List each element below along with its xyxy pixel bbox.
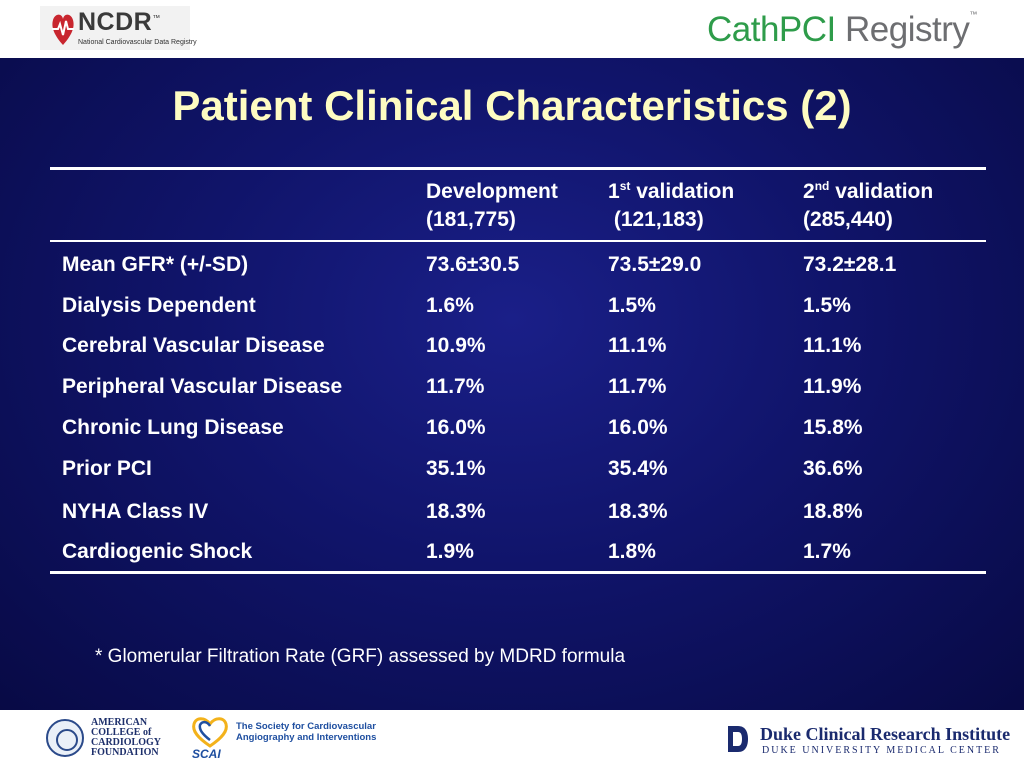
row-label: Cardiogenic Shock (62, 540, 253, 563)
col-header-validation-1: 1st validation (121,183) (608, 179, 735, 231)
cell-validation-1: 11.7% (608, 375, 667, 398)
col-header-validation-2: 2nd validation (285,440) (803, 179, 934, 231)
cell-development: 18.3% (426, 500, 486, 523)
cell-validation-2: 1.7% (803, 540, 851, 563)
dcri-title: Duke Clinical Research Institute (760, 724, 1011, 744)
table-row: Peripheral Vascular Disease 11.7% 11.7% … (0, 372, 1024, 402)
cell-development: 35.1% (426, 457, 486, 480)
cell-validation-1: 1.5% (608, 294, 656, 317)
table-bottom-rule (50, 571, 986, 574)
table-header-rule (50, 240, 986, 242)
ncdr-logo: NCDR™ National Cardiovascular Data Regis… (40, 6, 197, 50)
cell-validation-2: 18.8% (803, 500, 863, 523)
cell-validation-2: 15.8% (803, 416, 863, 439)
table-row: Cerebral Vascular Disease 10.9% 11.1% 11… (0, 331, 1024, 361)
cell-validation-2: 73.2±28.1 (803, 253, 897, 276)
row-label: Mean GFR* (+/-SD) (62, 253, 249, 276)
table-row: Mean GFR* (+/-SD) 73.6±30.5 73.5±29.0 73… (0, 250, 1024, 280)
cell-development: 11.7% (426, 375, 485, 398)
scai-society-text: The Society for Cardiovascular Angiograp… (236, 721, 377, 743)
ncdr-wordmark: NCDR™ (78, 8, 161, 36)
row-label: Chronic Lung Disease (62, 416, 284, 439)
cell-validation-2: 36.6% (803, 457, 863, 480)
duke-d-icon (728, 726, 748, 752)
table-row: Dialysis Dependent 1.6% 1.5% 1.5% (0, 291, 1024, 321)
cell-validation-1: 11.1% (608, 334, 667, 357)
table-row: NYHA Class IV 18.3% 18.3% 18.8% (0, 497, 1024, 527)
cell-development: 16.0% (426, 416, 486, 439)
cell-validation-2: 11.9% (803, 375, 862, 398)
cell-validation-1: 1.8% (608, 540, 656, 563)
row-label: Prior PCI (62, 457, 152, 480)
ncdr-subtitle: National Cardiovascular Data Registry (78, 39, 197, 46)
cell-development: 10.9% (426, 334, 486, 357)
table-row: Chronic Lung Disease 16.0% 16.0% 15.8% (0, 413, 1024, 443)
cell-development: 1.6% (426, 294, 474, 317)
cell-development: 1.9% (426, 540, 474, 563)
dcri-subtitle: DUKE UNIVERSITY MEDICAL CENTER (762, 745, 1001, 756)
footer-band: AMERICAN COLLEGE of CARDIOLOGY FOUNDATIO… (0, 710, 1024, 768)
header-band: NCDR™ National Cardiovascular Data Regis… (0, 0, 1024, 58)
table-row: Cardiogenic Shock 1.9% 1.8% 1.7% (0, 537, 1024, 567)
slide-panel: Patient Clinical Characteristics (2) Dev… (0, 58, 1024, 710)
acc-seal-icon (46, 719, 84, 757)
cell-development: 73.6±30.5 (426, 253, 520, 276)
col-header-development: Development (181,775) (426, 180, 558, 231)
cell-validation-1: 16.0% (608, 416, 668, 439)
ncdr-heart-icon (52, 14, 74, 45)
cell-validation-1: 73.5±29.0 (608, 253, 702, 276)
acc-foundation-logo-text: AMERICAN COLLEGE of CARDIOLOGY FOUNDATIO… (91, 717, 162, 758)
footnote: * Glomerular Filtration Rate (GRF) asses… (95, 646, 626, 667)
cell-validation-2: 11.1% (803, 334, 862, 357)
cell-validation-2: 1.5% (803, 294, 851, 317)
scai-heart-icon (192, 717, 228, 748)
scai-name: SCAI (192, 747, 221, 761)
row-label: Dialysis Dependent (62, 294, 256, 317)
cathpci-registry-logo: CathPCI Registry™ (707, 10, 977, 49)
table-row: Prior PCI 35.1% 35.4% 36.6% (0, 454, 1024, 484)
table-top-rule (50, 167, 986, 170)
row-label: Peripheral Vascular Disease (62, 375, 343, 398)
row-label: NYHA Class IV (62, 500, 209, 523)
cell-validation-1: 35.4% (608, 457, 668, 480)
slide-title: Patient Clinical Characteristics (2) (172, 82, 852, 129)
cell-validation-1: 18.3% (608, 500, 668, 523)
row-label: Cerebral Vascular Disease (62, 334, 325, 357)
